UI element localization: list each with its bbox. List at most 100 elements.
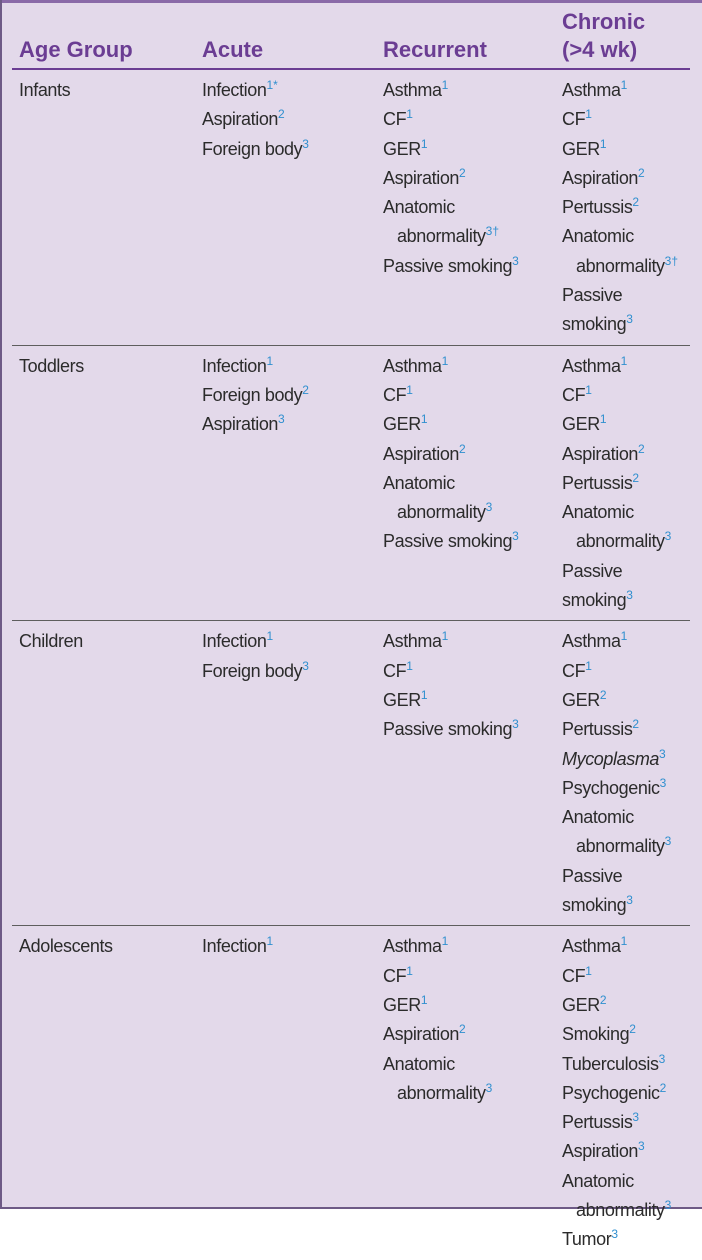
- list-item: Anatomic abnormality3: [383, 1050, 551, 1109]
- list-item: Mycoplasma3: [562, 745, 686, 774]
- frequency-marker: 1: [620, 353, 628, 368]
- list-item: Asthma1: [562, 932, 686, 961]
- frequency-marker: 3: [659, 775, 667, 790]
- frequency-marker: 1: [266, 353, 274, 368]
- cause-label: Infection: [202, 936, 267, 957]
- cause-label: Aspiration: [383, 1024, 460, 1045]
- cause-label: Tumor: [562, 1229, 612, 1250]
- list-item: Foreign body3: [202, 657, 372, 686]
- list-item: Aspiration2: [383, 1020, 551, 1049]
- list-item: Anatomic abnormality3†: [562, 222, 686, 281]
- list-item: Foreign body2: [202, 381, 372, 410]
- list-item: Aspiration2: [383, 440, 551, 469]
- frequency-marker: 2: [599, 992, 607, 1007]
- acute-cell: Infection1 Foreign body2 Aspiration3: [195, 345, 376, 621]
- list-item: Psychogenic3: [562, 774, 686, 803]
- cause-label: Passive smoking: [562, 865, 627, 916]
- frequency-marker: 2: [459, 1022, 466, 1037]
- cause-label: Aspiration: [202, 414, 279, 435]
- list-item: CF1: [383, 381, 551, 410]
- list-item: Psychogenic2: [562, 1079, 686, 1108]
- list-item: Asthma1: [562, 352, 686, 381]
- cause-label: Anatomic abnormality: [383, 197, 486, 247]
- frequency-marker: 3: [632, 1110, 640, 1125]
- list-item: Infection1*: [202, 76, 372, 105]
- list-item: Anatomic abnormality3: [562, 803, 686, 862]
- frequency-marker: 3: [638, 1139, 645, 1154]
- table-body: Infants Infection1* Aspiration2 Foreign bod…: [12, 69, 690, 1260]
- list-item: Infection1: [202, 932, 372, 961]
- frequency-marker: 2: [632, 717, 640, 732]
- recurrent-cell: Asthma1 CF1 GER1 Passive smoking3: [376, 621, 555, 926]
- recurrent-cell: Asthma1 CF1 GER1 Aspiration2 Anatomic abnorm…: [376, 345, 555, 621]
- frequency-marker: 1: [441, 353, 449, 368]
- frequency-marker: 2: [459, 441, 466, 456]
- list-item: CF1: [562, 105, 686, 134]
- list-item: Asthma1: [383, 627, 551, 656]
- list-item: Anatomic abnormality3: [562, 1167, 686, 1226]
- chronic-cell: Asthma1 CF1 GER1 Aspiration2 Pertussis2 Anato…: [555, 69, 690, 345]
- list-item: CF1: [383, 657, 551, 686]
- cause-label: Asthma: [562, 80, 621, 100]
- cause-label: Passive smoking: [383, 255, 513, 276]
- list-item: GER1: [383, 135, 551, 164]
- cause-label: Asthma: [562, 936, 621, 957]
- recurrent-list: Asthma1 CF1 GER1 Aspiration2 Anatomic abnorm…: [383, 76, 551, 281]
- list-item: Aspiration2: [202, 105, 372, 134]
- cause-label: CF: [562, 660, 586, 681]
- cause-label: Passive smoking: [562, 560, 627, 611]
- age-group-cell: Infants: [19, 80, 71, 100]
- cause-label: Pertussis: [562, 1112, 633, 1133]
- cause-label: Anatomic abnormality: [562, 807, 665, 857]
- cause-label: Asthma: [383, 80, 442, 100]
- frequency-marker: 1: [585, 658, 592, 673]
- frequency-marker: 1: [406, 107, 413, 122]
- list-item: Passive smoking3: [383, 527, 551, 556]
- frequency-marker: 2: [302, 382, 309, 397]
- list-item: Anatomic abnormality3†: [383, 193, 551, 252]
- cause-label: Asthma: [383, 936, 442, 957]
- frequency-marker: 1: [620, 934, 628, 949]
- cause-label: Pertussis: [562, 197, 633, 218]
- chronic-cell: Asthma1 CF1 GER2 Smoking2 Tuberculosis3 Psych…: [555, 926, 690, 1260]
- frequency-marker: 1: [420, 687, 428, 702]
- frequency-marker: 3: [512, 253, 519, 268]
- cause-label: Anatomic abnormality: [383, 472, 486, 523]
- cause-label: CF: [383, 384, 407, 405]
- list-item: Passive smoking3: [562, 862, 686, 921]
- frequency-marker: 2: [278, 107, 285, 122]
- frequency-marker: 1: [620, 78, 628, 92]
- cause-label: Psychogenic: [562, 1082, 660, 1103]
- header-chronic-line1: Chronic: [562, 9, 646, 34]
- acute-list: Infection1* Aspiration2 Foreign body3: [202, 76, 372, 164]
- frequency-marker: 1: [406, 658, 413, 673]
- cause-label: Aspiration: [383, 167, 460, 188]
- recurrent-list: Asthma1 CF1 GER1 Aspiration2 Anatomic abnorm…: [383, 932, 551, 1108]
- cough-causes-table: Age Group Acute Recurrent Chronic (>4 wk…: [12, 8, 690, 1260]
- frequency-marker: 1: [420, 992, 428, 1007]
- list-item: Tumor3: [562, 1225, 686, 1254]
- frequency-marker: 3: [664, 1197, 672, 1212]
- frequency-marker: 1: [585, 963, 592, 978]
- chronic-list: Asthma1 CF1 GER1 Aspiration2 Pertussis2 Anato…: [562, 352, 686, 616]
- list-item: Passive smoking3: [383, 715, 551, 744]
- list-item: Asthma1: [383, 352, 551, 381]
- frequency-marker: 1*: [266, 78, 278, 92]
- cause-label: Aspiration: [383, 443, 460, 464]
- frequency-marker: 3: [659, 746, 666, 761]
- list-item: CF1: [562, 657, 686, 686]
- list-item: Foreign body3: [202, 135, 372, 164]
- frequency-marker: 3: [611, 1227, 619, 1242]
- table-row: Infants Infection1* Aspiration2 Foreign bod…: [12, 69, 690, 346]
- list-item: Smoking2: [562, 1020, 686, 1049]
- list-item: GER1: [383, 410, 551, 439]
- cause-label: CF: [383, 109, 407, 130]
- table-row: Toddlers Infection1 Foreign body2 Aspiratio…: [12, 345, 690, 621]
- frequency-marker: 3: [626, 312, 633, 327]
- frequency-marker: 1: [406, 382, 413, 397]
- cause-label: Passive smoking: [562, 285, 627, 335]
- cause-label: Asthma: [383, 631, 442, 652]
- list-item: Pertussis3: [562, 1108, 686, 1137]
- acute-cell: Infection1* Aspiration2 Foreign body3: [195, 69, 376, 345]
